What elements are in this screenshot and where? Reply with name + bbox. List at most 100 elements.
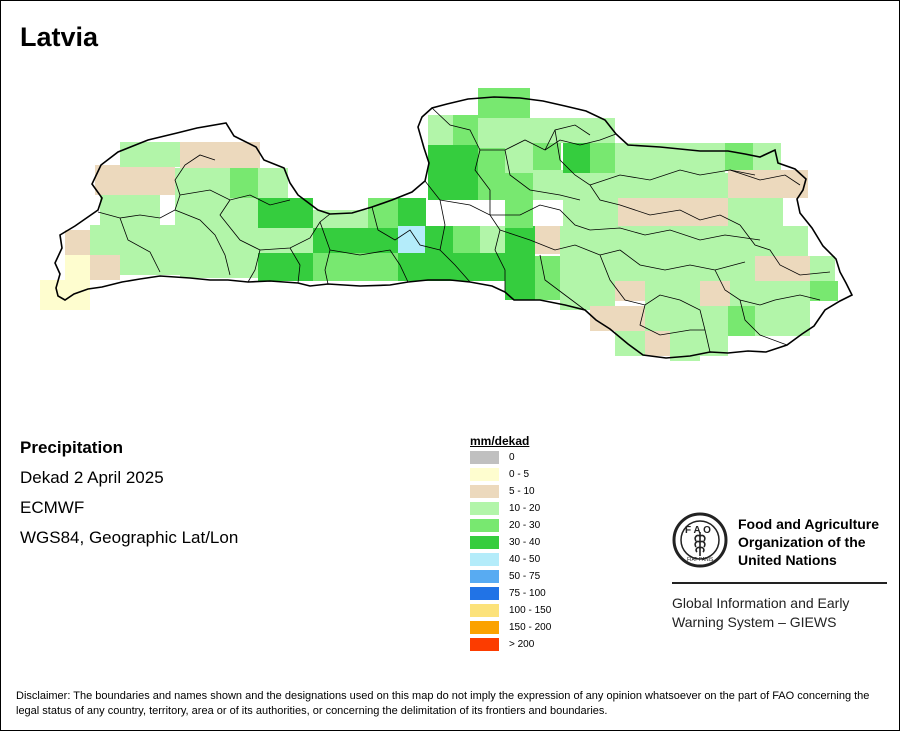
- grid-cell: [590, 306, 645, 331]
- grid-cell: [313, 228, 398, 253]
- svg-text:FIAT PANIS: FIAT PANIS: [687, 557, 714, 563]
- legend-label: 5 - 10: [509, 486, 535, 497]
- legend-label: 50 - 75: [509, 571, 541, 582]
- legend-label: 100 - 150: [509, 605, 552, 616]
- legend-item: 50 - 75: [470, 568, 551, 585]
- grid-cell: [505, 256, 535, 300]
- grid-cell: [313, 253, 398, 281]
- legend-swatch: [470, 468, 499, 481]
- grid-cell: [398, 198, 426, 226]
- legend-item: 150 - 200: [470, 619, 551, 636]
- disclaimer: Disclaimer: The boundaries and names sho…: [16, 690, 870, 717]
- legend-label: 150 - 200: [509, 622, 552, 633]
- legend-item: 30 - 40: [470, 534, 551, 551]
- legend-item: 40 - 50: [470, 551, 551, 568]
- legend-item: 5 - 10: [470, 483, 551, 500]
- legend-title: mm/dekad: [470, 434, 530, 448]
- legend-item: 0 - 5: [470, 466, 551, 483]
- grid-cell: [180, 228, 240, 278]
- system-name: Global Information and Early Warning Sys…: [672, 595, 850, 630]
- legend-items: 0 0 - 5 5 - 10 10 - 20 20 - 30 30 - 40 40 - 50…: [470, 449, 551, 653]
- legend-swatch: [470, 570, 499, 583]
- grid-cell: [728, 198, 783, 226]
- grid-cell: [258, 253, 313, 281]
- grid-cell: [755, 306, 810, 336]
- legend-item: 100 - 150: [470, 602, 551, 619]
- legend-item: > 200: [470, 636, 551, 653]
- grid-cell: [338, 210, 373, 228]
- grid-cell: [120, 225, 180, 275]
- legend-item: 10 - 20: [470, 500, 551, 517]
- grid-cell: [533, 143, 561, 170]
- legend-swatch: [470, 536, 499, 549]
- grid-cell: [810, 256, 835, 281]
- grid-cell: [505, 118, 555, 143]
- grid-cell: [700, 306, 728, 331]
- grid-cell: [428, 145, 478, 200]
- legend-swatch: [470, 621, 499, 634]
- legend-swatch: [470, 519, 499, 532]
- legend-label: 20 - 30: [509, 520, 541, 531]
- grid-cell: [313, 210, 338, 230]
- grid-cell: [725, 143, 753, 171]
- grid-cell: [700, 281, 730, 306]
- grid-cell: [478, 88, 530, 118]
- grid-cell: [560, 226, 615, 256]
- grid-cell: [505, 226, 535, 256]
- internal-boundaries: [97, 107, 831, 353]
- grid-cell: [563, 173, 628, 198]
- grid-cell: [230, 168, 260, 198]
- fao-logo-icon: F A O FIAT PANIS: [672, 512, 728, 568]
- grid-cell: [453, 115, 478, 145]
- legend-item: 75 - 100: [470, 585, 551, 602]
- grid-cell: [618, 198, 728, 226]
- grid-cell: [535, 226, 563, 254]
- map-title: Latvia: [20, 22, 99, 52]
- grid-cell: [453, 253, 505, 281]
- grid-cell: [563, 198, 618, 226]
- precipitation-grid: [40, 88, 838, 361]
- grid-cell: [563, 143, 590, 173]
- grid-cell: [628, 173, 728, 198]
- grid-cell: [478, 118, 505, 148]
- grid-cell: [258, 168, 288, 198]
- grid-cell: [175, 168, 230, 198]
- legend-label: 40 - 50: [509, 554, 541, 565]
- grid-cell: [725, 226, 808, 256]
- grid-cell: [615, 281, 645, 301]
- grid-cell: [728, 170, 808, 198]
- legend-item: 0: [470, 449, 551, 466]
- projection-label: WGS84, Geographic Lat/Lon: [20, 528, 239, 547]
- legend-label: 0: [509, 452, 515, 463]
- legend-swatch: [470, 604, 499, 617]
- grid-cell: [728, 306, 755, 336]
- legend-label: 0 - 5: [509, 469, 530, 480]
- grid-cell: [755, 256, 810, 281]
- legend-swatch: [470, 638, 499, 651]
- grid-cell: [478, 148, 505, 200]
- grid-cell: [615, 226, 725, 256]
- organization-divider: [672, 582, 887, 584]
- legend-label: > 200: [509, 639, 535, 650]
- legend-label: 75 - 100: [509, 588, 546, 599]
- legend-swatch: [470, 502, 499, 515]
- grid-cell: [90, 255, 120, 280]
- legend-label: 30 - 40: [509, 537, 541, 548]
- grid-cell: [730, 281, 810, 306]
- grid-cell: [425, 226, 453, 253]
- period-label: Dekad 2 April 2025: [20, 468, 164, 487]
- grid-cell: [258, 198, 313, 228]
- country-outline: [54, 96, 854, 359]
- grid-cell: [645, 306, 700, 331]
- grid-cell: [258, 228, 313, 253]
- model-label: ECMWF: [20, 498, 85, 517]
- grid-cell: [95, 165, 175, 195]
- grid-cell: [180, 142, 260, 172]
- grid-cell: [453, 226, 480, 253]
- grid-cell: [555, 118, 615, 143]
- grid-cell: [428, 115, 453, 145]
- grid-cell: [175, 198, 260, 228]
- grid-cell: [240, 228, 260, 278]
- legend-swatch: [470, 553, 499, 566]
